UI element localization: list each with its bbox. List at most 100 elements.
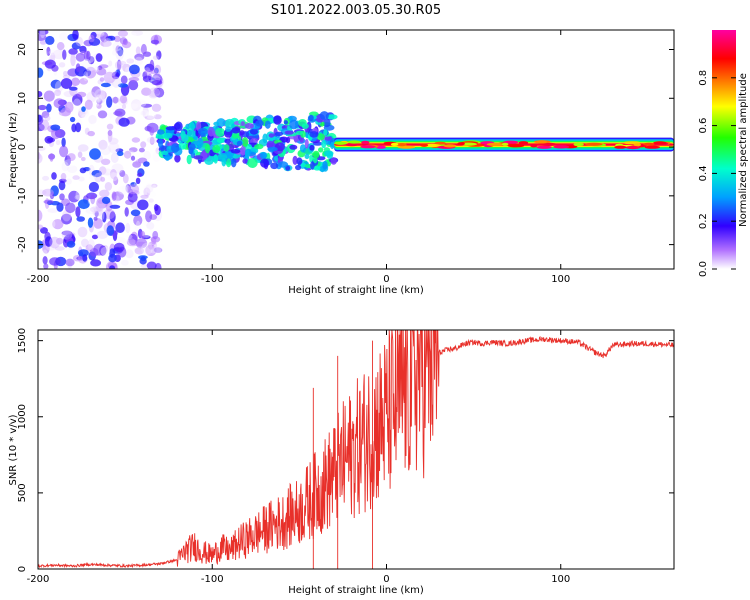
spectrogram-blob (74, 194, 83, 201)
spectrogram-blob (312, 150, 320, 159)
snr-frame (37, 329, 675, 570)
spectrogram-blob (140, 231, 146, 239)
spectrogram-blob (65, 202, 76, 214)
spectrogram-blob (41, 111, 50, 119)
spectrogram-blob (71, 42, 81, 50)
spectrogram-blob (134, 56, 143, 66)
spectrogram-blob (121, 104, 127, 110)
spectrogram-blob (63, 159, 76, 168)
spectrogram-blob (142, 106, 149, 119)
spectrogram-blob (236, 140, 243, 147)
spectrogram-blob (94, 97, 100, 107)
spectrogram-blob (148, 87, 161, 98)
spectrogram-blob (348, 140, 361, 144)
spectrogram-blob (78, 176, 85, 182)
spectrogram-blob (99, 77, 105, 82)
spectrogram-blob (43, 199, 54, 204)
spectrogram-blob (40, 30, 46, 39)
spectrogram-blob (122, 63, 131, 73)
spectrogram-blob (151, 184, 157, 194)
spectrogram-blob (42, 256, 48, 265)
spectrogram-blob (110, 152, 119, 164)
spectrogram-blob (38, 67, 44, 78)
spectrogram-blob (457, 142, 465, 146)
spectrogram-blob (174, 154, 181, 163)
spectrogram-blob (643, 142, 655, 146)
spectrogram-frame (37, 29, 675, 270)
spectrogram-blob (292, 155, 298, 165)
spectrogram-blob (231, 127, 241, 134)
spectrogram-blob (140, 111, 146, 116)
snr-series (38, 330, 674, 569)
spectrogram-blob (144, 115, 155, 120)
spectrogram-blob (145, 190, 157, 198)
spectrogram-blob (181, 134, 189, 142)
spectrogram-blob (125, 66, 130, 77)
snr-ytick-label: 500 (17, 483, 28, 502)
spectrogram-blob (255, 120, 264, 127)
spectrogram-blob (188, 121, 195, 132)
spectrogram-blob (39, 40, 47, 45)
spectrogram-blob (38, 224, 44, 230)
spectrogram-blob (84, 99, 93, 110)
spectrogram-blob (61, 161, 69, 172)
spectrogram-blob (46, 46, 51, 57)
spectrogram-blob (93, 243, 105, 256)
spectrogram-blob (92, 207, 103, 217)
spectrogram-blob (213, 154, 218, 164)
spectrogram-blob (161, 150, 169, 156)
spectrogram-blob (53, 49, 65, 60)
spectrogram-blob (38, 123, 45, 132)
spectrogram-blob (536, 140, 547, 144)
spectrogram-blob (69, 116, 76, 123)
spectrogram-blob (101, 168, 113, 176)
spectrogram-blob (397, 143, 407, 147)
spectrogram-blob (313, 166, 321, 171)
spectrogram-blob (330, 157, 337, 165)
spectrogram-blob (69, 86, 78, 91)
spectrogram-blob (87, 130, 95, 137)
spectrogram-blob (108, 142, 120, 154)
spectrogram-blob (62, 74, 71, 79)
spectrogram-blob (135, 177, 141, 184)
spectrogram-blob (49, 236, 61, 249)
spectrogram-blob (301, 123, 309, 129)
spectrogram-blob (145, 69, 153, 76)
spectrogram-blob (43, 90, 55, 102)
spectrogram-blob (76, 91, 87, 98)
spectrogram-blob (88, 114, 97, 125)
spectrogram-blob (79, 167, 87, 174)
spectrogram-blob (153, 243, 162, 254)
spectrogram-blob (38, 261, 42, 269)
spectrogram-blob (140, 141, 147, 149)
spectrogram-blob (100, 158, 111, 165)
spectrogram-blob (146, 183, 153, 188)
spectrogram-blob (145, 210, 153, 223)
spectrogram-blob (207, 126, 215, 137)
spectrogram-blob (106, 165, 113, 174)
spectrogram-blob (123, 150, 132, 159)
spectrogram-blob (157, 129, 165, 135)
spectrogram-ytick-label: -20 (17, 236, 28, 252)
spectrogram-blob (124, 207, 129, 217)
spectrogram-blob (63, 70, 68, 77)
spectrogram-blob (330, 141, 335, 150)
spectrogram-blob (111, 97, 120, 104)
spectrogram-blob (126, 150, 134, 155)
spectrogram-blob (50, 124, 61, 131)
spectrogram-blob (136, 99, 146, 104)
spectrogram-xtick-label: 100 (551, 274, 570, 285)
spectrogram-blob (142, 71, 148, 79)
spectrogram-blob (334, 141, 347, 145)
spectrogram-blob (63, 60, 69, 72)
spectrogram-blob (109, 169, 117, 180)
spectrogram-blob (130, 103, 139, 109)
spectrogram-blob (284, 130, 294, 135)
spectrogram-blob (103, 71, 116, 84)
spectrogram-blob (135, 220, 141, 231)
spectrogram-blob (67, 165, 78, 174)
spectrogram-blob (140, 256, 146, 262)
spectrogram-blob (125, 249, 134, 259)
